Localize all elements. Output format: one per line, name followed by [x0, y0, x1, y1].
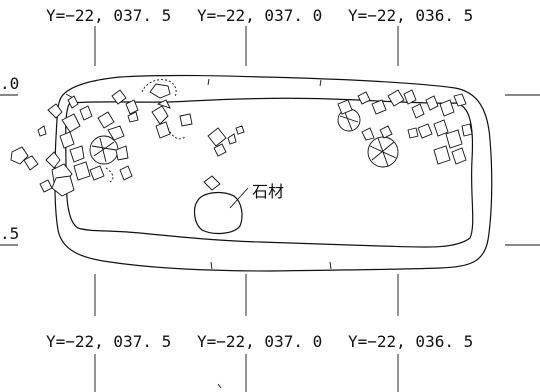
stone-material-label: 石材	[252, 182, 284, 201]
grid-label-bottom-2: Y=−22, 037. 0	[197, 332, 322, 351]
fragment-cluster-left	[10, 89, 139, 197]
fragment-cluster-center	[203, 125, 245, 191]
stone-material	[193, 191, 243, 235]
rim-fragment-top	[149, 83, 171, 99]
grid-label-top-1: Y=−22, 037. 5	[46, 6, 171, 25]
dashed-outline-top	[141, 79, 177, 98]
grid-label-left-1: .0	[0, 74, 19, 93]
stone-leader-line	[229, 187, 249, 209]
rim-ticks	[65, 78, 332, 270]
pit-inner-outline	[65, 97, 474, 248]
grid-label-top-3: Y=−22, 036. 5	[348, 6, 473, 25]
grid-label-bottom-3: Y=−22, 036. 5	[348, 332, 473, 351]
grid-label-left-2: .5	[0, 224, 19, 243]
pit-outer-outline	[54, 74, 493, 272]
grid-label-top-2: Y=−22, 037. 0	[197, 6, 322, 25]
fragment-cluster-mid-left	[151, 99, 193, 140]
grid-label-bottom-1: Y=−22, 037. 5	[46, 332, 171, 351]
fragment-cluster-right	[337, 89, 473, 168]
grid-lines	[0, 26, 540, 392]
